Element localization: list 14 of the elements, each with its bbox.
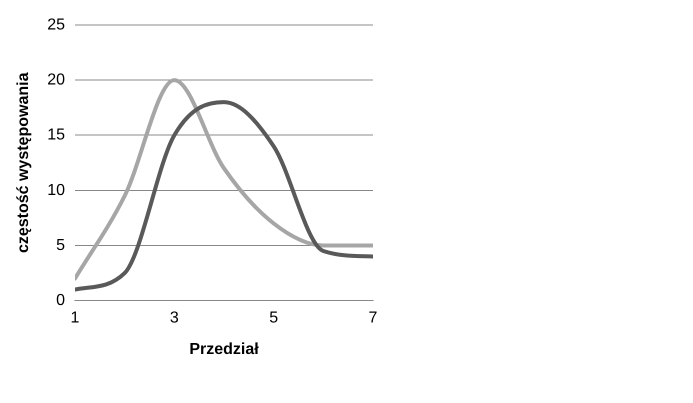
x-tick-label: 7 [368, 310, 378, 327]
x-tick-label: 5 [269, 310, 278, 327]
y-tick-label: 15 [47, 126, 66, 144]
line-series [74, 100, 373, 292]
y-tick-label: 20 [47, 72, 66, 89]
line-series [74, 78, 373, 281]
x-tick-label: 3 [170, 310, 179, 327]
y-tick-label: 5 [56, 236, 66, 254]
y-tick-label: 10 [47, 182, 66, 199]
y-tick-label: 0 [56, 292, 66, 310]
x-tick-label: 1 [70, 310, 80, 327]
y-axis-title: częstość występowania [15, 72, 32, 254]
y-tick-label: 25 [47, 16, 66, 34]
x-axis-title: Przedział [189, 340, 260, 358]
